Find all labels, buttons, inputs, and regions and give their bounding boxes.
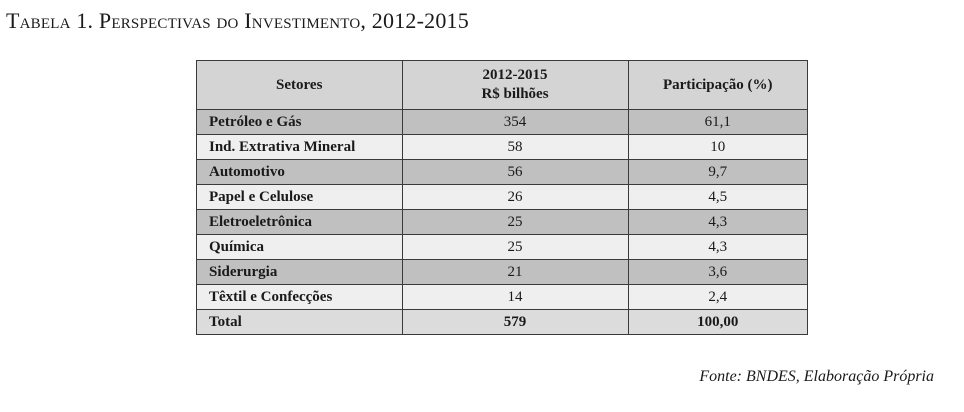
share-cell: 9,7	[627, 159, 809, 185]
share-cell: 3,6	[627, 259, 809, 285]
value-cell: 25	[401, 234, 629, 260]
share-cell: 10	[627, 134, 809, 160]
sector-cell: Têxtil e Confecções	[196, 284, 403, 310]
total-value-cell: 579	[401, 309, 629, 335]
share-cell: 2,4	[627, 284, 809, 310]
table-row: Eletroeletrônica 25 4,3	[196, 209, 809, 235]
sector-cell: Automotivo	[196, 159, 403, 185]
share-cell: 4,3	[627, 209, 809, 235]
total-label-cell: Total	[196, 309, 403, 335]
value-cell: 56	[401, 159, 629, 185]
share-cell: 4,3	[627, 234, 809, 260]
table-row: Química 25 4,3	[196, 234, 809, 260]
share-cell: 4,5	[627, 184, 809, 210]
sector-cell: Química	[196, 234, 403, 260]
table-row: Têxtil e Confecções 14 2,4	[196, 284, 809, 310]
sector-cell: Petróleo e Gás	[196, 109, 403, 135]
sector-cell: Ind. Extrativa Mineral	[196, 134, 403, 160]
value-cell: 354	[401, 109, 629, 135]
header-period: 2012-2015 R$ bilhões	[401, 60, 629, 110]
investment-table: Setores 2012-2015 R$ bilhões Participaçã…	[196, 60, 809, 335]
share-cell: 61,1	[627, 109, 809, 135]
table-title: Tabela 1. Perspectivas do Investimento, …	[6, 8, 469, 33]
table-row: Papel e Celulose 26 4,5	[196, 184, 809, 210]
table-row: Siderurgia 21 3,6	[196, 259, 809, 285]
value-cell: 14	[401, 284, 629, 310]
header-sectors: Setores	[196, 60, 403, 110]
sector-cell: Eletroeletrônica	[196, 209, 403, 235]
table-row: Automotivo 56 9,7	[196, 159, 809, 185]
header-period-unit: R$ bilhões	[481, 86, 549, 102]
sector-cell: Papel e Celulose	[196, 184, 403, 210]
total-row: Total 579 100,00	[196, 309, 809, 335]
header-share: Participação (%)	[627, 60, 809, 110]
value-cell: 21	[401, 259, 629, 285]
header-period-years: 2012-2015	[482, 67, 548, 83]
source-note: Fonte: BNDES, Elaboração Própria	[699, 368, 934, 385]
table-row: Petróleo e Gás 354 61,1	[196, 109, 809, 135]
value-cell: 25	[401, 209, 629, 235]
table-row: Ind. Extrativa Mineral 58 10	[196, 134, 809, 160]
value-cell: 26	[401, 184, 629, 210]
value-cell: 58	[401, 134, 629, 160]
total-share-cell: 100,00	[627, 309, 809, 335]
table-header-row: Setores 2012-2015 R$ bilhões Participaçã…	[196, 60, 809, 110]
sector-cell: Siderurgia	[196, 259, 403, 285]
